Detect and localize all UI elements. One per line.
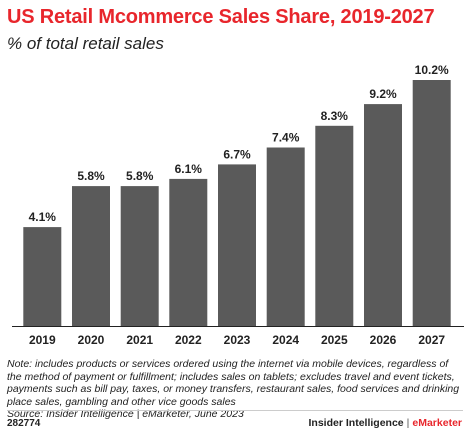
bar-2026 [364, 104, 402, 326]
data-label-2022: 6.1% [175, 162, 203, 176]
data-label-2019: 4.1% [29, 210, 57, 224]
x-tick-2024: 2024 [272, 333, 299, 347]
bar-2022 [169, 178, 208, 326]
x-tick-2026: 2026 [370, 333, 397, 347]
bar-2023 [218, 164, 256, 326]
brand-secondary: eMarketer [412, 417, 462, 429]
data-label-2027: 10.2% [415, 63, 449, 77]
bar-2021 [120, 186, 159, 326]
bar-2019 [23, 227, 62, 326]
chart-subtitle: % of total retail sales [7, 34, 164, 53]
data-label-2024: 7.4% [272, 131, 300, 145]
chart-id: 282774 [7, 418, 41, 429]
data-label-2025: 8.3% [321, 109, 349, 123]
x-tick-2021: 2021 [126, 333, 153, 347]
brand-credit: Insider Intelligence | eMarketer [309, 417, 462, 429]
source-text: Source: Insider Intelligence | eMarketer… [7, 408, 244, 421]
bar-2027 [412, 80, 451, 326]
bar-chart: 4.1% 2019 5.8% 2020 5.8% 2021 6.1% 2022 6.7% 2023… [12, 63, 464, 347]
chart-note: Note: includes products or services orde… [7, 358, 465, 421]
x-tick-2027: 2027 [418, 333, 445, 347]
data-label-2026: 9.2% [369, 87, 397, 101]
bar-2024 [266, 147, 305, 326]
bar-2025 [315, 125, 354, 326]
data-label-2020: 5.8% [77, 169, 105, 183]
x-tick-2025: 2025 [321, 333, 348, 347]
brand-primary: Insider Intelligence [308, 417, 404, 429]
x-tick-2022: 2022 [175, 333, 202, 347]
brand-separator: | [406, 417, 410, 429]
x-tick-2020: 2020 [78, 333, 105, 347]
x-tick-2023: 2023 [224, 333, 251, 347]
note-text: Note: includes products or services orde… [7, 358, 460, 408]
data-label-2021: 5.8% [126, 169, 154, 183]
x-tick-2019: 2019 [29, 333, 56, 347]
footer-divider [7, 410, 463, 411]
chart-title: US Retail Mcommerce Sales Share, 2019-20… [7, 6, 435, 28]
data-label-2023: 6.7% [223, 147, 251, 161]
bar-2020 [72, 186, 110, 326]
